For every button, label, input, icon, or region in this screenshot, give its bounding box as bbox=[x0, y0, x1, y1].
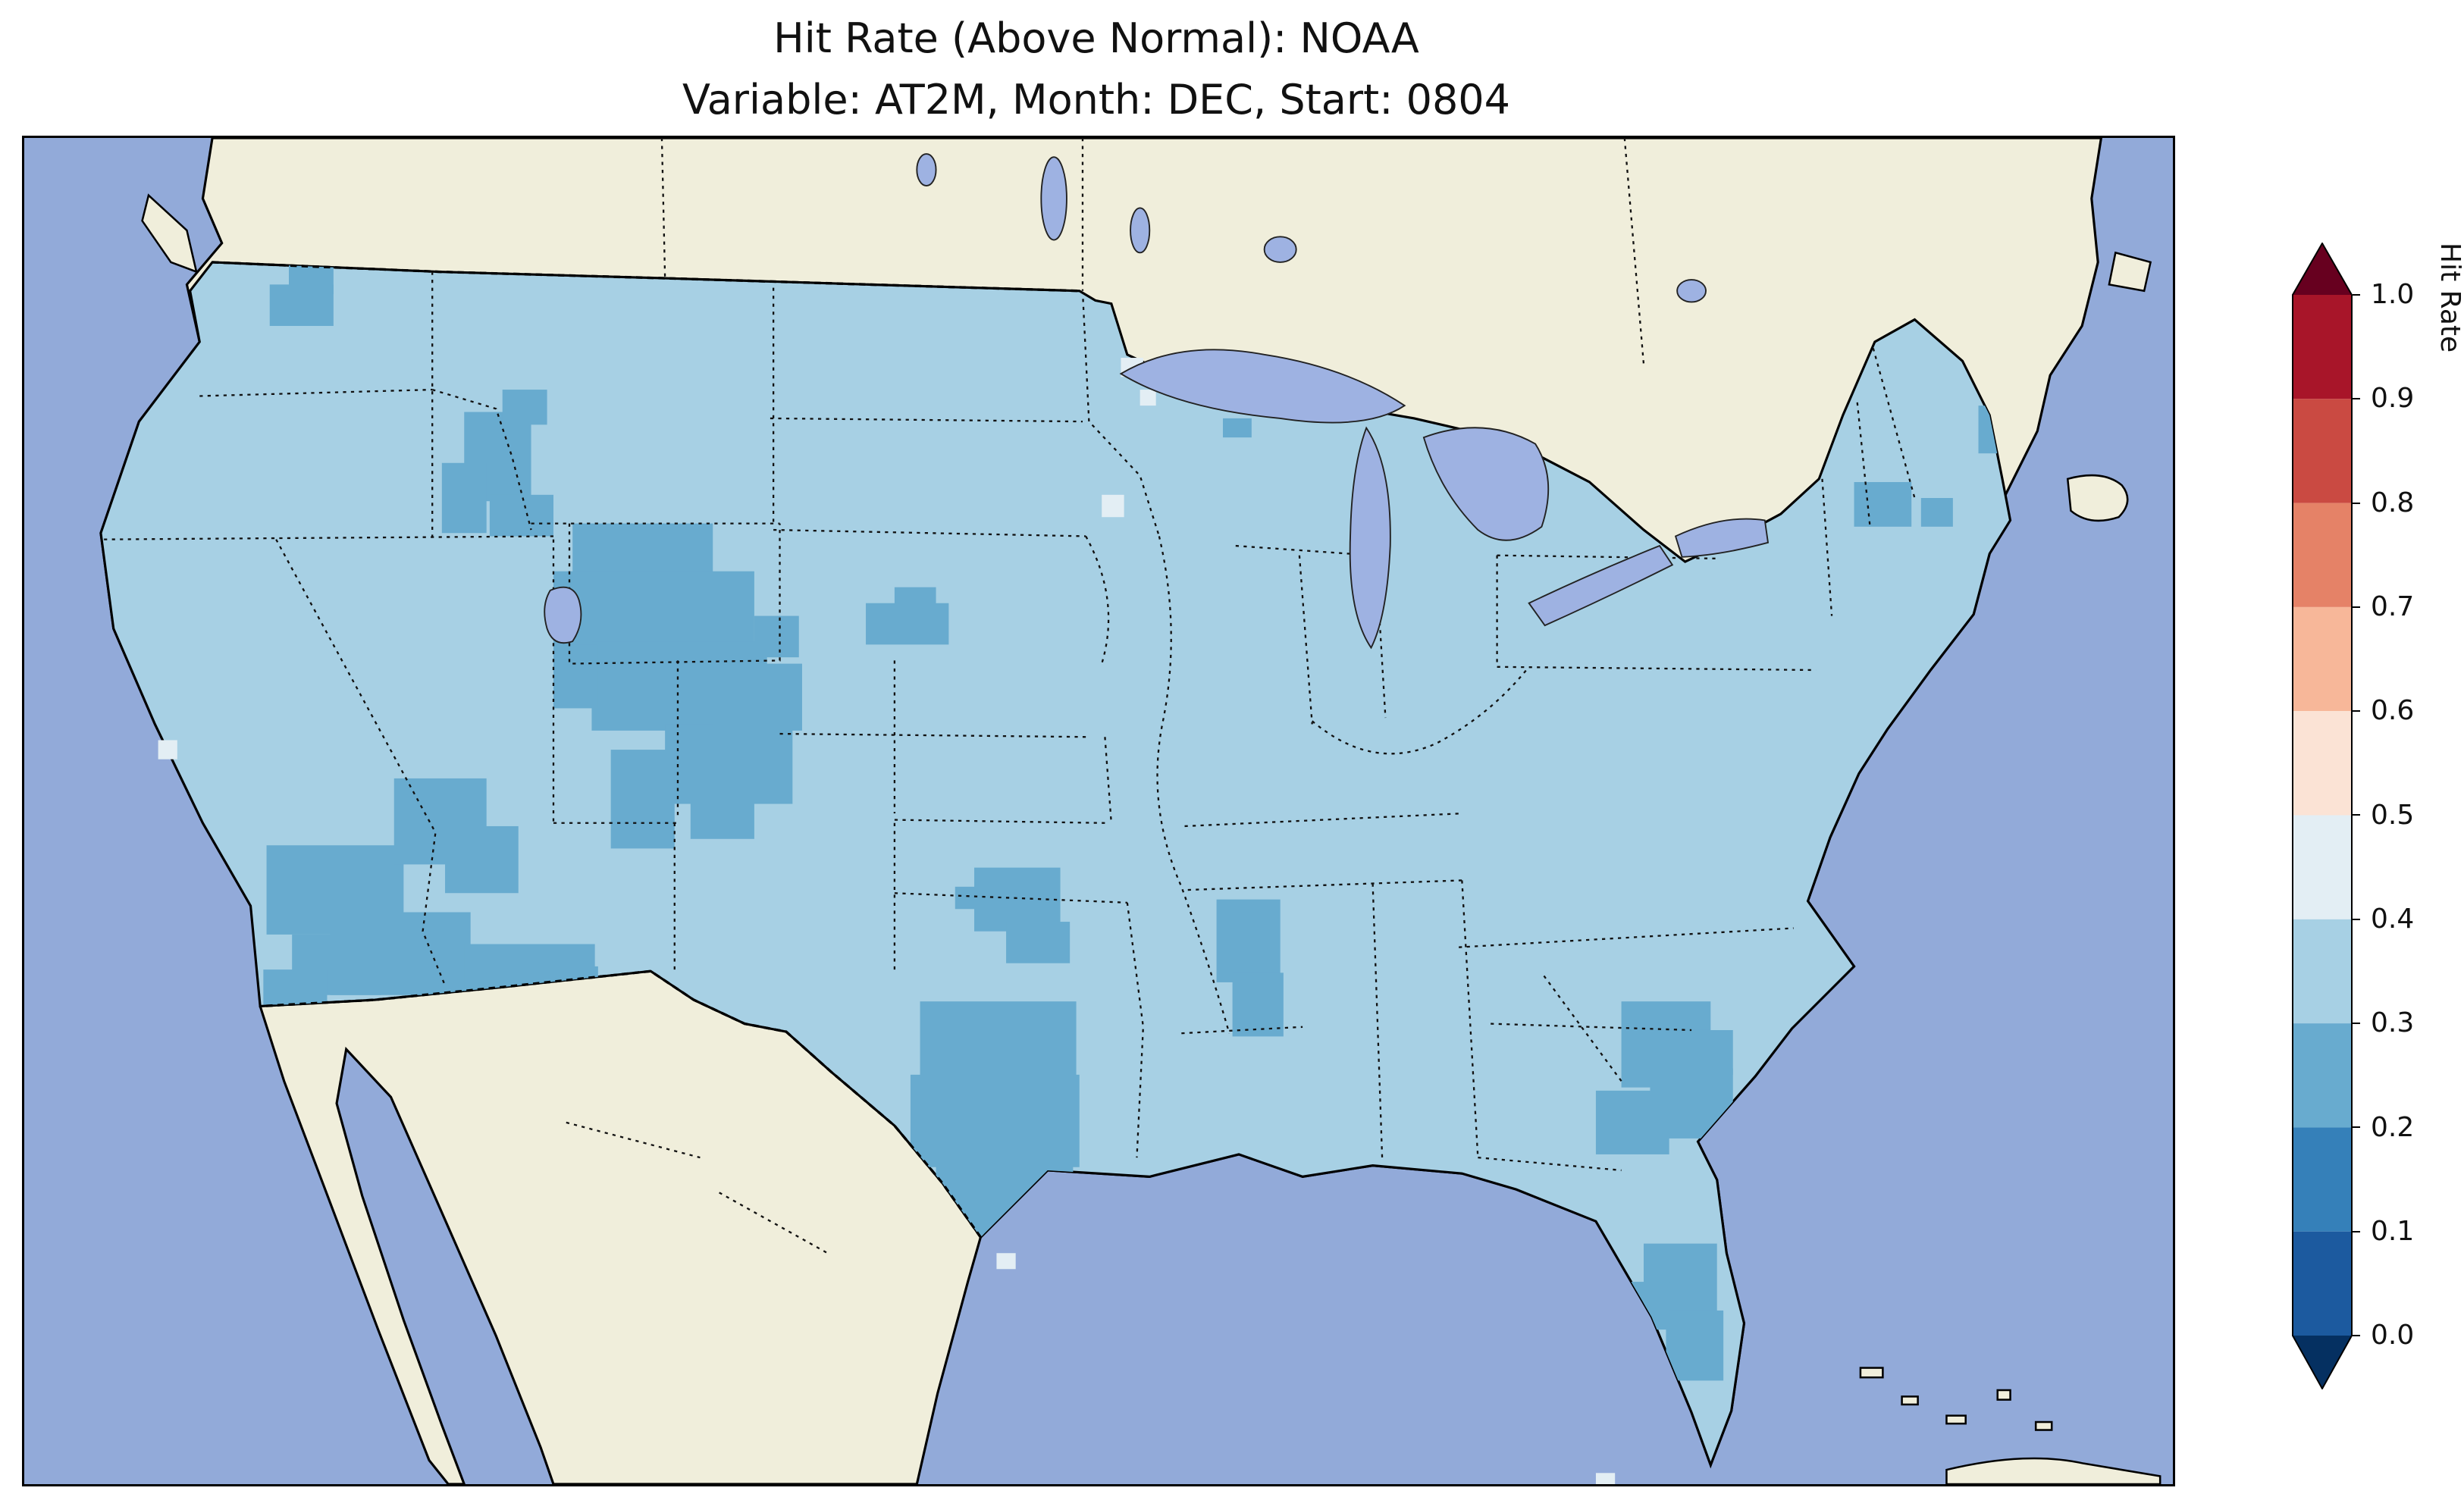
colorbar-outline bbox=[2292, 243, 2353, 1389]
colorbar-tick-label: 0.3 bbox=[2371, 1007, 2415, 1038]
islands bbox=[141, 193, 2161, 1484]
colorbar-tick-label: 0.0 bbox=[2371, 1320, 2415, 1351]
colorbar-tick-label: 1.0 bbox=[2371, 279, 2415, 310]
colorbar-tick-label: 0.2 bbox=[2371, 1112, 2415, 1143]
colorbar-segment bbox=[2292, 606, 2353, 712]
colorbar-tick-label: 0.1 bbox=[2371, 1216, 2415, 1247]
colorbar-segment bbox=[2292, 919, 2353, 1024]
colorbar-segment bbox=[2292, 815, 2353, 919]
great-lakes bbox=[544, 153, 1770, 650]
colorbar-segment bbox=[2292, 399, 2353, 503]
colorbar-axis-label: Hit Rate bbox=[2434, 243, 2464, 353]
colorbar-segment bbox=[2292, 503, 2353, 607]
colorbar-segment bbox=[2292, 711, 2353, 816]
us-hit-rate-map bbox=[24, 138, 2173, 1484]
state-borders bbox=[104, 271, 1916, 1172]
map-axes bbox=[22, 136, 2175, 1486]
figure-title: Hit Rate (Above Normal): NOAA bbox=[773, 14, 1419, 62]
colorbar-segment bbox=[2292, 295, 2353, 399]
colorbar-tick-label: 0.7 bbox=[2371, 591, 2415, 622]
national-borders bbox=[212, 261, 1080, 1239]
hit-rate-cells-0.4-0.5 bbox=[158, 358, 1616, 1484]
figure-subtitle: Variable: AT2M, Month: DEC, Start: 0804 bbox=[682, 76, 1511, 124]
colorbar-extend-upper bbox=[2292, 243, 2353, 295]
colorbar-tick-label: 0.8 bbox=[2371, 487, 2415, 518]
colorbar-segment bbox=[2292, 1231, 2353, 1336]
colorbar-segment bbox=[2292, 1127, 2353, 1232]
figure-title-block: Hit Rate (Above Normal): NOAA Variable: … bbox=[22, 8, 2171, 130]
colorbar-tick-label: 0.4 bbox=[2371, 904, 2415, 935]
colorbar-extend-lower bbox=[2292, 1336, 2353, 1389]
colorbar-segment bbox=[2292, 1023, 2353, 1128]
colorbar: 1.0 0.9 0.8 0.7 0.6 0.5 0.4 0.3 0.2 0.1 … bbox=[2292, 243, 2464, 1395]
colorbar-bar bbox=[2292, 243, 2360, 1389]
colorbar-tick-label: 0.6 bbox=[2371, 695, 2415, 726]
colorbar-tick-label: 0.9 bbox=[2371, 383, 2415, 414]
colorbar-tick-label: 0.5 bbox=[2371, 800, 2415, 831]
colorbar-tick-marks bbox=[2353, 294, 2360, 1336]
